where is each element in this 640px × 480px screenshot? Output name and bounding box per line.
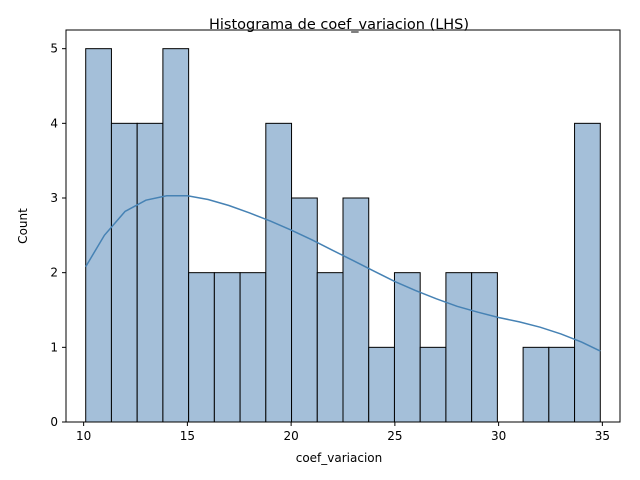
x-axis-label: coef_variacion — [296, 451, 383, 465]
histogram-bar — [110, 122, 138, 423]
x-tick-label: 10 — [76, 429, 91, 443]
y-axis-label: Count — [16, 208, 30, 244]
histogram-bar — [85, 48, 112, 423]
histogram-bar — [239, 272, 267, 423]
histogram-bar — [316, 272, 344, 423]
plot-frame — [65, 29, 621, 423]
kde-curve — [85, 195, 601, 352]
x-tick-label: 15 — [180, 429, 195, 443]
y-tick-label: 4 — [50, 116, 58, 130]
x-tick-label: 35 — [595, 429, 610, 443]
x-axis: 10 15 20 25 30 35 — [76, 422, 610, 443]
y-tick-label: 3 — [50, 191, 58, 205]
x-tick-label: 30 — [491, 429, 506, 443]
histogram-bar — [445, 272, 473, 423]
histogram-bar — [188, 272, 215, 423]
bars-group — [85, 48, 601, 423]
histogram-bar — [136, 122, 164, 423]
histogram-bar — [291, 197, 318, 423]
y-tick-label: 2 — [50, 266, 58, 280]
histogram-bar — [265, 122, 293, 423]
histogram-bar — [213, 272, 241, 423]
y-tick-label: 5 — [50, 42, 58, 56]
histogram-bar — [471, 272, 498, 423]
histogram-bar — [574, 122, 601, 423]
histogram-bar — [522, 346, 550, 423]
histogram-bar — [419, 346, 447, 423]
histogram-bar — [548, 346, 576, 423]
y-axis: 0 1 2 3 4 5 — [50, 42, 66, 429]
y-tick-label: 0 — [50, 415, 58, 429]
x-tick-label: 25 — [387, 429, 402, 443]
histogram-bar — [368, 346, 395, 423]
chart-title: Histograma de coef_variacion (LHS) — [209, 17, 469, 33]
histogram-bar — [342, 197, 370, 423]
x-tick-label: 20 — [283, 429, 298, 443]
y-tick-label: 1 — [50, 340, 58, 354]
histogram-bar — [393, 272, 421, 423]
histogram-bar — [162, 48, 190, 423]
